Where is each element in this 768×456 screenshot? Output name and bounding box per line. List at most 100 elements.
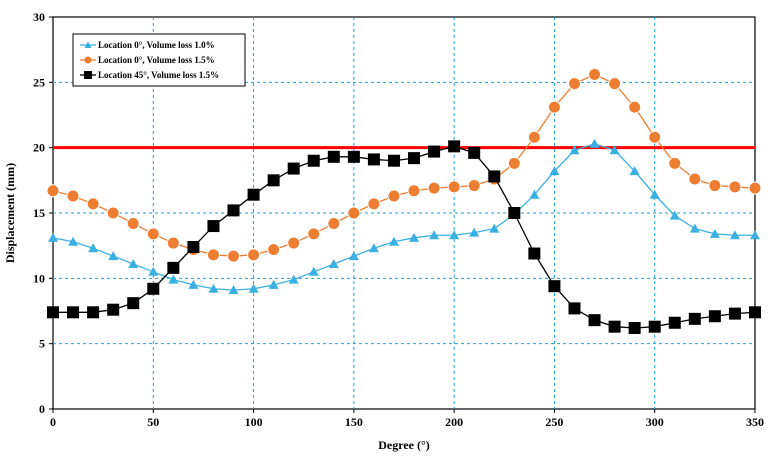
series-3 — [47, 140, 761, 334]
data-point — [608, 320, 621, 333]
legend-label: Location 0°, Volume loss 1.0% — [98, 40, 215, 50]
legend-marker — [84, 71, 92, 79]
y-tick-labels: 0 5 10 15 20 25 30 — [33, 10, 53, 416]
data-point — [128, 258, 139, 268]
data-point — [469, 227, 480, 237]
x-tick-label: 100 — [245, 415, 263, 429]
data-point — [47, 306, 59, 319]
data-point — [327, 150, 340, 163]
data-point — [447, 180, 461, 194]
data-point — [427, 181, 441, 195]
data-point — [307, 154, 320, 167]
data-point — [668, 156, 682, 170]
data-point — [568, 302, 581, 315]
data-point — [567, 77, 581, 91]
data-point — [489, 223, 500, 233]
x-tick-label: 300 — [646, 415, 664, 429]
data-point — [528, 247, 541, 260]
data-point — [729, 230, 740, 240]
data-point — [407, 184, 421, 198]
series-1 — [48, 138, 760, 295]
data-point — [87, 306, 100, 319]
x-axis-title: Degree (°) — [378, 438, 430, 452]
data-point — [68, 236, 79, 246]
data-point — [709, 228, 720, 238]
data-point — [728, 307, 741, 320]
data-point — [669, 210, 680, 220]
series-group — [46, 67, 762, 334]
data-point — [708, 310, 721, 323]
data-point — [147, 282, 160, 295]
data-point — [548, 280, 561, 293]
data-point — [167, 261, 180, 274]
data-point — [448, 140, 461, 153]
data-point — [108, 251, 119, 261]
data-point — [648, 320, 661, 333]
x-tick-label: 350 — [746, 415, 764, 429]
legend-marker — [84, 56, 92, 64]
data-point — [348, 251, 359, 261]
data-point — [649, 189, 660, 199]
data-point — [368, 243, 379, 253]
data-point — [86, 197, 100, 211]
data-point — [668, 316, 681, 329]
data-point — [529, 189, 540, 199]
data-point — [188, 279, 199, 289]
data-point — [608, 77, 622, 91]
data-point — [327, 216, 341, 230]
data-point — [429, 230, 440, 240]
data-point — [247, 188, 260, 201]
data-point — [367, 153, 380, 166]
x-tick-label: 150 — [345, 415, 363, 429]
data-point — [629, 166, 640, 176]
data-point — [106, 206, 120, 220]
y-axis-title: Displacement (mm) — [3, 163, 17, 263]
data-point — [268, 279, 279, 289]
legend-label: Location 45°, Volume loss 1.5% — [98, 70, 219, 80]
data-point — [749, 306, 761, 319]
data-point — [609, 145, 620, 155]
data-point — [267, 174, 280, 187]
y-tick-label: 10 — [33, 271, 45, 285]
data-point — [748, 181, 762, 195]
legend: Location 0°, Volume loss 1.0% Location 0°… — [72, 33, 246, 87]
data-point — [388, 236, 399, 246]
data-point — [688, 312, 701, 325]
data-point — [628, 321, 641, 334]
data-point — [287, 236, 301, 250]
data-point — [387, 189, 401, 203]
data-point — [408, 152, 421, 165]
data-point — [166, 236, 180, 250]
legend-box — [72, 33, 246, 87]
x-tick-labels: 0 50 100 150 200 250 300 350 — [50, 409, 764, 429]
y-tick-label: 5 — [39, 337, 45, 351]
data-point — [387, 154, 400, 167]
data-point — [46, 184, 60, 198]
data-point — [688, 172, 702, 186]
y-tick-label: 20 — [33, 141, 45, 155]
data-point — [267, 243, 281, 257]
data-point — [287, 162, 300, 175]
data-point — [628, 100, 642, 114]
data-point — [588, 314, 601, 327]
data-point — [468, 146, 481, 159]
x-tick-label: 200 — [445, 415, 463, 429]
data-point — [589, 138, 600, 148]
y-tick-label: 0 — [39, 402, 45, 416]
data-point — [728, 180, 742, 194]
data-point — [347, 206, 361, 220]
data-point — [689, 223, 700, 233]
data-point — [288, 274, 299, 284]
x-tick-label: 50 — [147, 415, 159, 429]
data-point — [247, 248, 261, 262]
data-point — [126, 216, 140, 230]
data-point — [527, 130, 541, 144]
legend-label: Location 0°, Volume loss 1.5% — [98, 55, 215, 65]
data-point — [588, 67, 602, 81]
data-point — [547, 100, 561, 114]
data-point — [308, 266, 319, 276]
data-point — [48, 232, 58, 242]
data-point — [208, 283, 219, 293]
data-point — [207, 220, 220, 233]
y-tick-label: 15 — [33, 206, 45, 220]
